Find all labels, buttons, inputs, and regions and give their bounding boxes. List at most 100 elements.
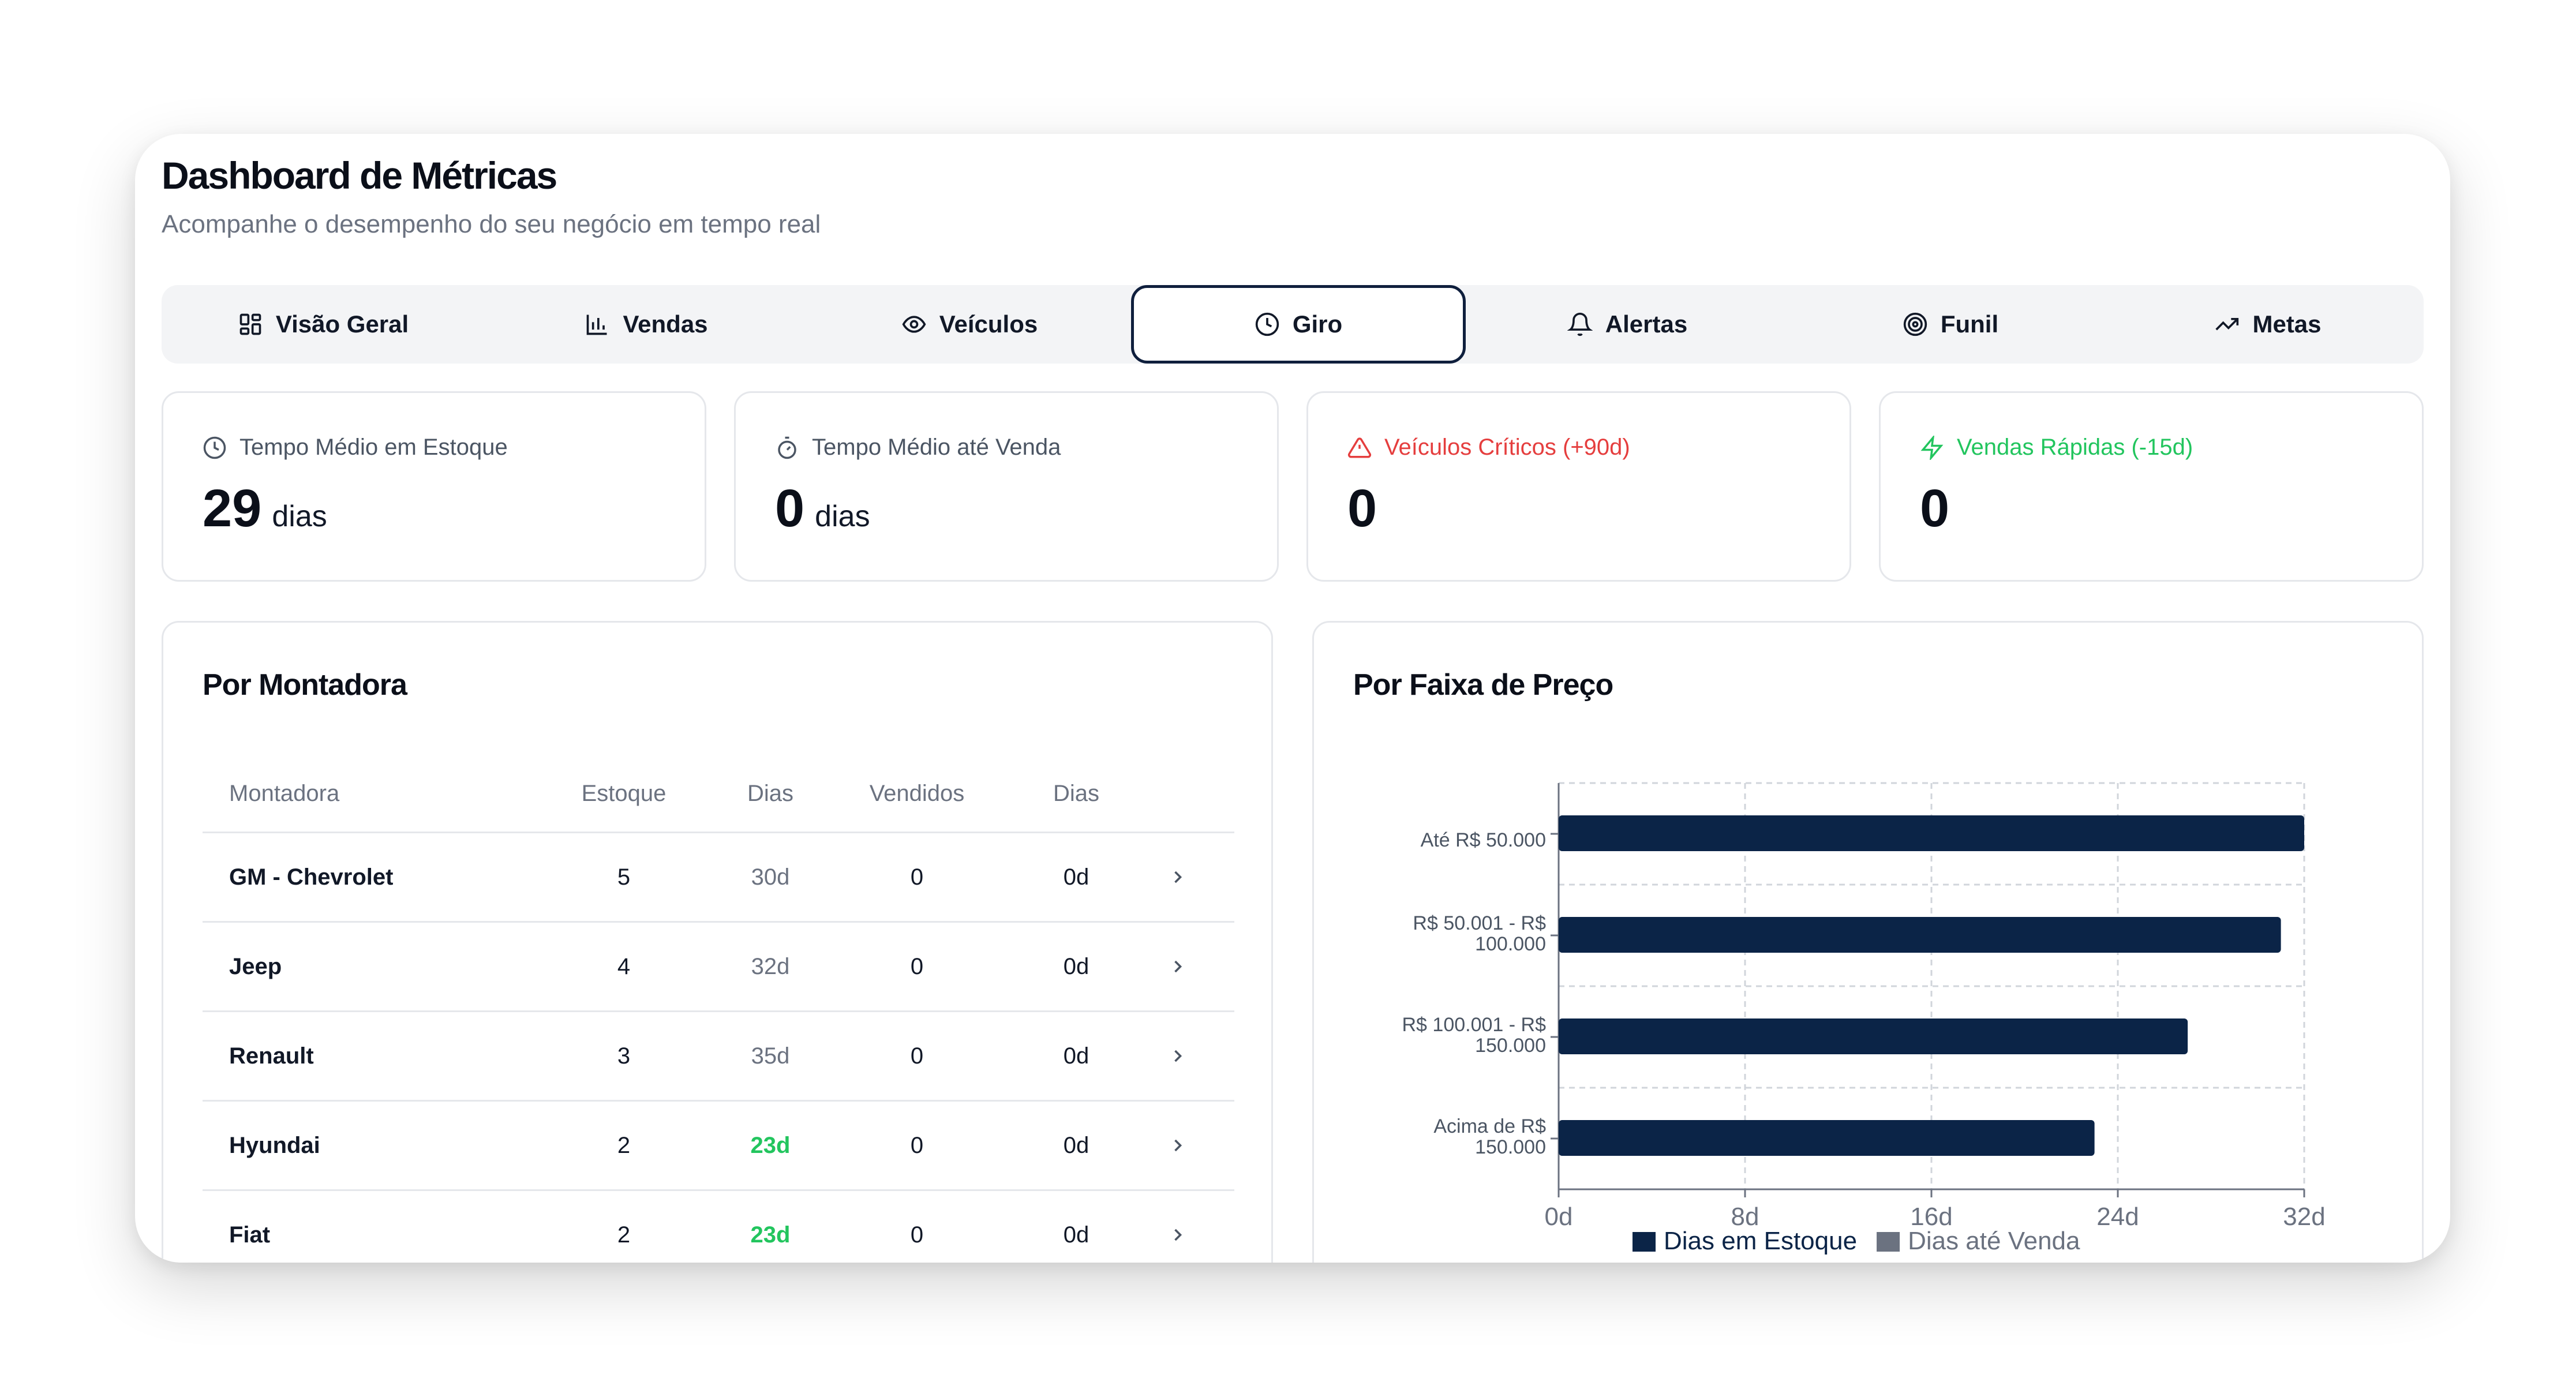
- montadora-table: Montadora Estoque Dias Vendidos Dias GM …: [203, 755, 1234, 1263]
- category-label: 100.000: [1475, 933, 1546, 955]
- stat-label-text: Tempo Médio em Estoque: [239, 435, 508, 460]
- bar: [1559, 815, 2304, 851]
- table-row[interactable]: Renault 3 35d 0 0d: [203, 1012, 1234, 1102]
- legend-label: Dias em Estoque: [1664, 1227, 1857, 1255]
- chevron-right-icon: [1174, 1139, 1182, 1152]
- tab-label: Vendas: [623, 310, 708, 338]
- panel-title: Por Montadora: [203, 668, 407, 702]
- stat-unit: dias: [272, 500, 327, 533]
- dias-estoque: 23d: [750, 1222, 791, 1248]
- row-expand-button[interactable]: [1160, 923, 1195, 1010]
- dias-venda: 0d: [1063, 1222, 1089, 1248]
- stat-label: Vendas Rápidas (-15d): [1920, 435, 2193, 460]
- row-expand-button[interactable]: [1160, 1191, 1195, 1263]
- vendidos-count: 0: [910, 1222, 924, 1248]
- tab-label: Visão Geral: [275, 310, 409, 338]
- tab-veiculos[interactable]: Veículos: [808, 285, 1131, 364]
- panel-title: Por Faixa de Preço: [1353, 668, 1613, 702]
- category-label: R$ 100.001 - R$: [1402, 1014, 1547, 1036]
- vendidos-count: 0: [910, 864, 924, 890]
- montadora-name: Fiat: [229, 1222, 271, 1248]
- category-label: Acima de R$: [1433, 1115, 1546, 1137]
- dias-venda: 0d: [1063, 1132, 1089, 1158]
- montadora-name: Jeep: [229, 953, 282, 979]
- table-row[interactable]: Jeep 4 32d 0 0d: [203, 923, 1234, 1012]
- clock-icon: [203, 436, 226, 459]
- stat-card-veiculos-criticos: Veículos Críticos (+90d) 0: [1306, 391, 1851, 582]
- tab-metas[interactable]: Metas: [2112, 285, 2424, 364]
- vendidos-count: 0: [910, 1132, 924, 1158]
- stat-value: 0 dias: [775, 478, 870, 539]
- stat-number: 0: [1347, 479, 1377, 538]
- legend-label: Dias até Venda: [1908, 1227, 2080, 1255]
- tick-label: 24d: [2096, 1203, 2139, 1231]
- tab-bar: Visão Geral Vendas Veículos Giro Alertas…: [162, 285, 2424, 364]
- legend-swatch: [1633, 1232, 1656, 1252]
- alert-triangle-icon: [1347, 437, 1372, 458]
- category-label: 150.000: [1475, 1035, 1546, 1057]
- stat-label-text: Veículos Críticos (+90d): [1384, 435, 1630, 460]
- column-header: Dias: [1053, 780, 1100, 806]
- tab-label: Alertas: [1605, 310, 1688, 338]
- montadora-name: Renault: [229, 1043, 314, 1069]
- dashboard-window: Dashboard de Métricas Acompanhe o desemp…: [135, 134, 2450, 1263]
- dias-venda: 0d: [1063, 864, 1089, 890]
- trending-up-icon: [2215, 318, 2239, 331]
- tab-giro[interactable]: Giro: [1131, 285, 1466, 364]
- stat-value: 29 dias: [203, 478, 327, 539]
- tick-label: 32d: [2283, 1203, 2325, 1231]
- dias-estoque: 35d: [751, 1043, 790, 1069]
- montadora-name: Hyundai: [229, 1132, 320, 1158]
- tick-label: 8d: [1731, 1203, 1759, 1231]
- stat-value: 0: [1347, 478, 1377, 539]
- stat-label: Tempo Médio em Estoque: [203, 435, 508, 460]
- tab-visao-geral[interactable]: Visão Geral: [162, 285, 485, 364]
- bar: [1559, 1018, 2188, 1054]
- tab-alertas[interactable]: Alertas: [1466, 285, 1789, 364]
- stat-label-text: Tempo Médio até Venda: [812, 435, 1061, 460]
- column-header: Estoque: [581, 780, 667, 806]
- stat-value: 0: [1920, 478, 1949, 539]
- stat-label: Tempo Médio até Venda: [775, 435, 1061, 460]
- stat-unit: dias: [815, 500, 870, 533]
- dias-estoque: 23d: [750, 1132, 791, 1158]
- faixa-chart: Até R$ 50.000 R$ 50.001 - R$100.000 R$ 100…: [1402, 782, 2326, 1255]
- estoque-count: 4: [617, 953, 631, 979]
- target-icon: [1903, 312, 1927, 336]
- legend-swatch: [1877, 1232, 1900, 1252]
- chevron-right-icon: [1174, 871, 1182, 883]
- table-row[interactable]: Fiat 2 23d 0 0d: [203, 1191, 1234, 1263]
- dias-venda: 0d: [1063, 1043, 1089, 1069]
- stat-number: 29: [203, 479, 262, 538]
- column-header: Vendidos: [869, 780, 965, 806]
- estoque-count: 5: [617, 864, 631, 890]
- bar-chart-icon: [587, 314, 607, 335]
- row-expand-button[interactable]: [1160, 1102, 1195, 1189]
- table-row[interactable]: GM - Chevrolet 5 30d 0 0d: [203, 833, 1234, 923]
- montadora-panel: Por Montadora Montadora Estoque Dias Ven…: [162, 621, 1273, 1263]
- eye-icon: [902, 316, 926, 333]
- bar: [1559, 917, 2281, 953]
- vendidos-count: 0: [910, 953, 924, 979]
- page-title: Dashboard de Métricas: [162, 154, 557, 197]
- chevron-right-icon: [1174, 1050, 1182, 1062]
- row-expand-button[interactable]: [1160, 1012, 1195, 1100]
- stat-number: 0: [1920, 479, 1950, 538]
- chevron-right-icon: [1174, 960, 1182, 973]
- tab-label: Giro: [1292, 310, 1343, 338]
- tab-label: Veículos: [939, 310, 1038, 338]
- montadora-name: GM - Chevrolet: [229, 864, 394, 890]
- tab-label: Funil: [1940, 310, 1999, 338]
- row-expand-button[interactable]: [1160, 833, 1195, 921]
- column-header: Dias: [747, 780, 794, 806]
- vendidos-count: 0: [910, 1043, 924, 1069]
- stat-label: Veículos Críticos (+90d): [1347, 435, 1630, 460]
- chevron-right-icon: [1174, 1229, 1182, 1241]
- table-row[interactable]: Hyundai 2 23d 0 0d: [203, 1102, 1234, 1191]
- estoque-count: 2: [617, 1132, 631, 1158]
- tab-vendas[interactable]: Vendas: [485, 285, 808, 364]
- estoque-count: 2: [617, 1222, 631, 1248]
- dias-estoque: 30d: [751, 864, 790, 890]
- grid-icon: [239, 313, 261, 335]
- tab-funil[interactable]: Funil: [1789, 285, 2112, 364]
